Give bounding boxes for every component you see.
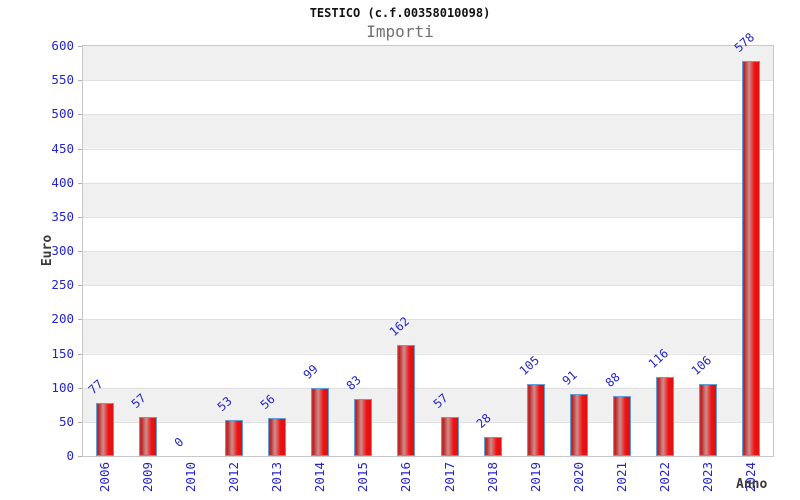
bar-2014 xyxy=(311,388,330,456)
bar-2017 xyxy=(440,417,459,456)
y-tick-label-200: 200 xyxy=(51,311,74,327)
gridline-350 xyxy=(83,216,773,218)
y-tick-mark xyxy=(78,387,82,389)
x-tick-label-2022: 2022 xyxy=(657,462,673,493)
value-label-2020: 91 xyxy=(559,367,580,388)
gridline-450 xyxy=(83,148,773,150)
bar-2013 xyxy=(268,417,287,456)
bar-2022 xyxy=(656,376,675,456)
value-label-2013: 56 xyxy=(257,391,278,412)
x-tick-label-2010: 2010 xyxy=(182,462,198,493)
x-axis: 2006 2009 2010 2012 2013 2014 2015 2016 2017 2018… xyxy=(82,458,774,500)
bar-2024 xyxy=(742,61,761,456)
value-label-2010: 0 xyxy=(171,434,187,450)
x-tick-label-2023: 2023 xyxy=(700,462,716,493)
value-label-2022: 116 xyxy=(645,345,672,371)
bar-2020 xyxy=(569,393,588,456)
x-tick-label-2006: 2006 xyxy=(96,462,112,493)
y-tick-label-500: 500 xyxy=(51,106,74,122)
y-tick-label-150: 150 xyxy=(51,345,74,361)
x-tick-label-2019: 2019 xyxy=(527,462,543,493)
x-tick-label-2013: 2013 xyxy=(269,462,285,493)
x-tick-label-2016: 2016 xyxy=(398,462,414,493)
x-tick-label-2015: 2015 xyxy=(355,462,371,493)
value-label-2014: 99 xyxy=(300,362,321,383)
gridline-300 xyxy=(83,251,773,252)
y-tick-label-550: 550 xyxy=(51,72,74,88)
y-tick-label-600: 600 xyxy=(51,38,74,53)
y-tick-label-300: 300 xyxy=(51,243,74,258)
y-tick-label-0: 0 xyxy=(66,448,74,463)
y-tick-mark xyxy=(78,285,82,287)
value-label-2009: 57 xyxy=(128,390,149,412)
value-label-2018: 28 xyxy=(473,410,494,431)
gridline-550 xyxy=(83,80,773,82)
x-tick-label-2012: 2012 xyxy=(225,462,241,493)
x-tick-label-2021: 2021 xyxy=(614,462,630,493)
bar-2016 xyxy=(397,345,416,456)
bar-2021 xyxy=(613,395,632,456)
y-tick-mark xyxy=(78,80,82,82)
bar-2023 xyxy=(699,383,718,456)
bar-2012 xyxy=(224,419,243,456)
y-tick-label-400: 400 xyxy=(51,174,74,190)
value-label-2015: 83 xyxy=(343,373,365,394)
bar-2018 xyxy=(483,436,502,456)
y-tick-mark xyxy=(78,46,82,47)
gridline-250 xyxy=(83,285,773,287)
bar-2019 xyxy=(526,384,545,456)
plot-area: 77 57 0 53 56 99 83 162 57 28 105 91 88 116 106 578 xyxy=(82,30,774,457)
y-tick-mark xyxy=(78,421,82,423)
y-tick-mark xyxy=(78,182,82,184)
x-tick-label-2018: 2018 xyxy=(484,462,500,493)
x-tick-label-2014: 2014 xyxy=(312,462,328,493)
y-tick-mark xyxy=(78,148,82,150)
gridline-100 xyxy=(83,387,773,389)
chart-subtitle: Importi xyxy=(366,22,434,41)
y-tick-label-50: 50 xyxy=(58,413,74,429)
gridline-150 xyxy=(83,353,773,355)
x-axis-title: Anno xyxy=(736,477,768,492)
y-tick-label-250: 250 xyxy=(51,277,74,293)
chart-title: TESTICO (c.f.00358010098) xyxy=(309,6,491,20)
value-label-2017: 57 xyxy=(430,390,451,412)
value-label-2023: 106 xyxy=(688,352,715,378)
bar-2015 xyxy=(354,399,373,456)
y-tick-label-350: 350 xyxy=(51,208,74,224)
y-tick-mark xyxy=(78,319,82,321)
y-tick-label-100: 100 xyxy=(51,379,74,395)
y-tick-mark xyxy=(78,114,82,116)
y-tick-label-450: 450 xyxy=(51,140,74,156)
gridline-50 xyxy=(83,421,773,423)
x-tick-label-2020: 2020 xyxy=(570,462,586,493)
x-tick-label-2009: 2009 xyxy=(139,462,155,493)
gridline-500 xyxy=(83,114,773,116)
y-tick-mark xyxy=(78,353,82,355)
value-label-2012: 53 xyxy=(214,393,235,414)
value-label-2006: 77 xyxy=(85,377,106,398)
bar-2009 xyxy=(138,417,157,456)
y-tick-mark xyxy=(78,456,82,457)
value-label-2016: 162 xyxy=(387,314,413,340)
y-tick-mark xyxy=(78,216,82,218)
y-axis: 0 50 100 150 200 250 300 350 400 450 500 550 600 xyxy=(0,39,82,463)
x-tick-label-2017: 2017 xyxy=(441,462,457,493)
bar-2006 xyxy=(95,403,114,456)
value-label-2019: 105 xyxy=(516,353,542,379)
gridline-200 xyxy=(83,319,773,321)
gridline-400 xyxy=(83,182,773,184)
y-tick-mark xyxy=(78,251,82,252)
